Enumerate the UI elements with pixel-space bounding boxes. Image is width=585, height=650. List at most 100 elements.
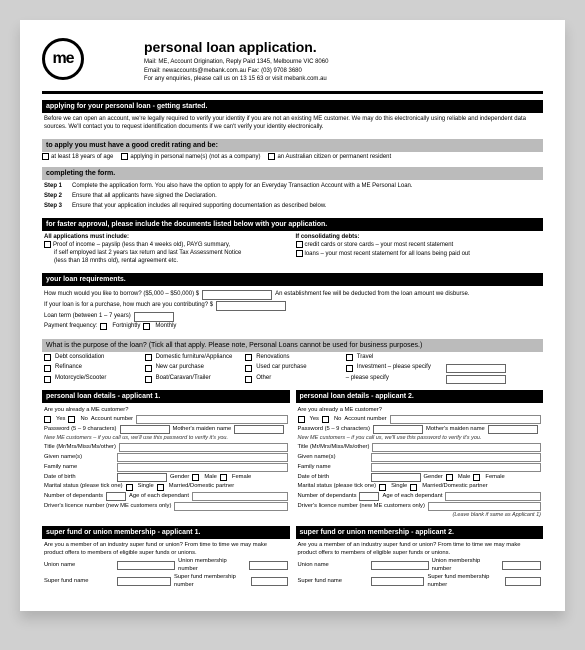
a2-cb-male[interactable] [446,474,453,481]
cb-personal[interactable] [121,153,128,160]
field-invest[interactable] [446,364,506,373]
p12: Other [256,375,271,383]
a2-cb-yes[interactable] [298,416,305,423]
section-requirements: your loan requirements. [42,273,543,286]
cb-p0[interactable] [44,354,51,361]
s1-unionnum[interactable] [249,561,288,570]
cb-proof[interactable] [44,241,51,248]
a2-depage[interactable] [445,492,541,501]
a1-dep[interactable] [106,492,126,501]
a1-title[interactable] [119,443,288,452]
a1-family[interactable] [117,463,288,472]
a1-cb-single[interactable] [126,484,133,491]
cb-p1[interactable] [145,354,152,361]
getting-started-text: Before we can open an account, we're leg… [42,113,543,135]
cb-p5[interactable] [44,365,51,372]
a1-dep-lbl: Number of dependants [44,493,103,501]
lbl-fortnightly: Fortnightly [112,323,140,331]
a2-cb-female[interactable] [473,474,480,481]
p10: Motorcycle/Scooter [55,375,106,383]
a1-lic-lbl: Driver's licence number (new ME customer… [44,503,171,511]
a2-single: Single [391,483,407,491]
a2-gender-lbl: Gender [424,474,443,482]
a1-dob[interactable] [117,473,167,482]
cb-p2[interactable] [245,354,252,361]
a1-cb-no[interactable] [68,416,75,423]
a1-q-cust: Are you already a ME customer? [44,407,288,415]
s1-super[interactable] [117,577,171,586]
field-borrow[interactable] [202,290,272,300]
cb-cards[interactable] [296,241,303,248]
a1-cb-female[interactable] [220,474,227,481]
docs-right-1: credit cards or store cards – your most … [305,242,454,248]
p2: Renovations [256,354,289,362]
email-line: Email: newaccounts@mebank.com.au Fax: (0… [144,67,543,75]
s1-supernum[interactable] [251,577,287,586]
eligibility-row: at least 18 years of age applying in per… [42,152,543,163]
cb-loans[interactable] [296,250,303,257]
s2-unionnum-lbl: Union membership number [432,558,500,573]
super1: Are you a member of an industry super fu… [42,539,290,593]
s2-union[interactable] [371,561,429,570]
p11: Boat/Caravan/Trailer [156,375,211,383]
a2-title[interactable] [372,443,541,452]
cb-citizen[interactable] [268,153,275,160]
a1-cb-yes[interactable] [44,416,51,423]
cb-p6[interactable] [145,365,152,372]
cb-p8[interactable] [346,365,353,372]
steps: Step 1Complete the application form. You… [42,180,543,213]
docs-cols: All applications must include: Proof of … [42,231,543,269]
a2-dep[interactable] [359,492,379,501]
a1-dob-lbl: Date of birth [44,474,114,482]
q-borrow: How much would you like to borrow? ($5,0… [44,291,199,299]
s1-union[interactable] [117,561,175,570]
a1-pwd[interactable] [120,425,170,434]
s2-supernum[interactable] [505,577,541,586]
step3: Ensure that your application includes al… [72,203,327,211]
a1-cb-married[interactable] [157,484,164,491]
title-block: personal loan application. Mail: ME, Acc… [144,38,543,83]
p0: Debt consolidation [55,354,104,362]
cb-p7[interactable] [245,365,252,372]
a2-title-lbl: Title (Mr/Mrs/Miss/Ms/other) [298,444,370,452]
a1-mmn[interactable] [234,425,284,434]
cb-monthly[interactable] [143,323,150,330]
field-other[interactable] [446,375,506,384]
super2: Are you a member of an industry super fu… [296,539,544,593]
s1-super-lbl: Super fund name [44,578,114,586]
a1-acct-lbl: Account number [91,416,133,424]
a2-family[interactable] [371,463,542,472]
a2-lic[interactable] [428,502,541,511]
cb-p11[interactable] [145,376,152,383]
a2-cb-no[interactable] [322,416,329,423]
a1-acct[interactable] [136,415,287,424]
a1-depage[interactable] [192,492,288,501]
loan-application-form: me personal loan application. Mail: ME, … [20,20,565,611]
s2-unionnum[interactable] [502,561,541,570]
borrow-note: An establishment fee will be deducted fr… [275,291,469,299]
a2-pwd[interactable] [373,425,423,434]
field-contrib[interactable] [216,301,286,311]
a2-cb-married[interactable] [410,484,417,491]
cb-age[interactable] [42,153,49,160]
cb-p12[interactable] [245,376,252,383]
q-term: Loan term (between 1 – 7 years) [44,313,131,321]
section-getting-started: applying for your personal loan - gettin… [42,100,543,113]
a1-lic[interactable] [174,502,287,511]
cb-fortnightly[interactable] [100,323,107,330]
a2-acct[interactable] [390,415,541,424]
a2-cb-single[interactable] [379,484,386,491]
section-faster-approval: for faster approval, please include the … [42,218,543,231]
a1-mmn-lbl: Mother's maiden name [173,426,232,434]
a2-mmn[interactable] [488,425,538,434]
cb-p10[interactable] [44,376,51,383]
a2-given[interactable] [371,453,542,462]
q-contrib: If your loan is for a purchase, how much… [44,302,213,310]
a1-given[interactable] [117,453,288,462]
a2-dob[interactable] [371,473,421,482]
s2-super[interactable] [371,577,425,586]
cb-p3[interactable] [346,354,353,361]
field-term[interactable] [134,312,174,322]
a1-cb-male[interactable] [192,474,199,481]
a2-lic-lbl: Driver's licence number (new ME customer… [298,503,425,511]
